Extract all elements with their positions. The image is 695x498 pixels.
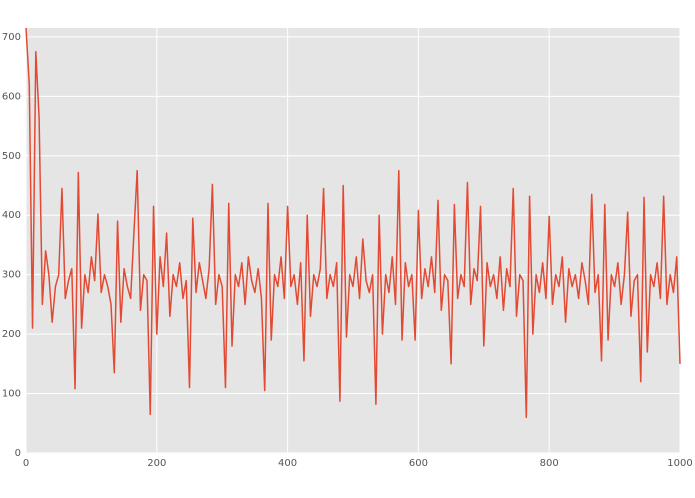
y-tick-label: 500 [2,151,21,162]
y-tick-label: 200 [2,329,21,340]
x-tick-label: 400 [278,458,297,469]
y-tick-label: 0 [15,448,21,459]
y-tick-label: 700 [2,32,21,43]
x-tick-label: 0 [23,458,29,469]
y-tick-label: 100 [2,389,21,400]
y-tick-label: 300 [2,270,21,281]
x-tick-label: 1000 [667,458,692,469]
x-tick-label: 600 [409,458,428,469]
y-tick-label: 600 [2,91,21,102]
y-tick-label: 400 [2,210,21,221]
x-tick-label: 800 [540,458,559,469]
plot-area [26,28,680,453]
data-line [25,27,681,419]
x-tick-label: 200 [147,458,166,469]
